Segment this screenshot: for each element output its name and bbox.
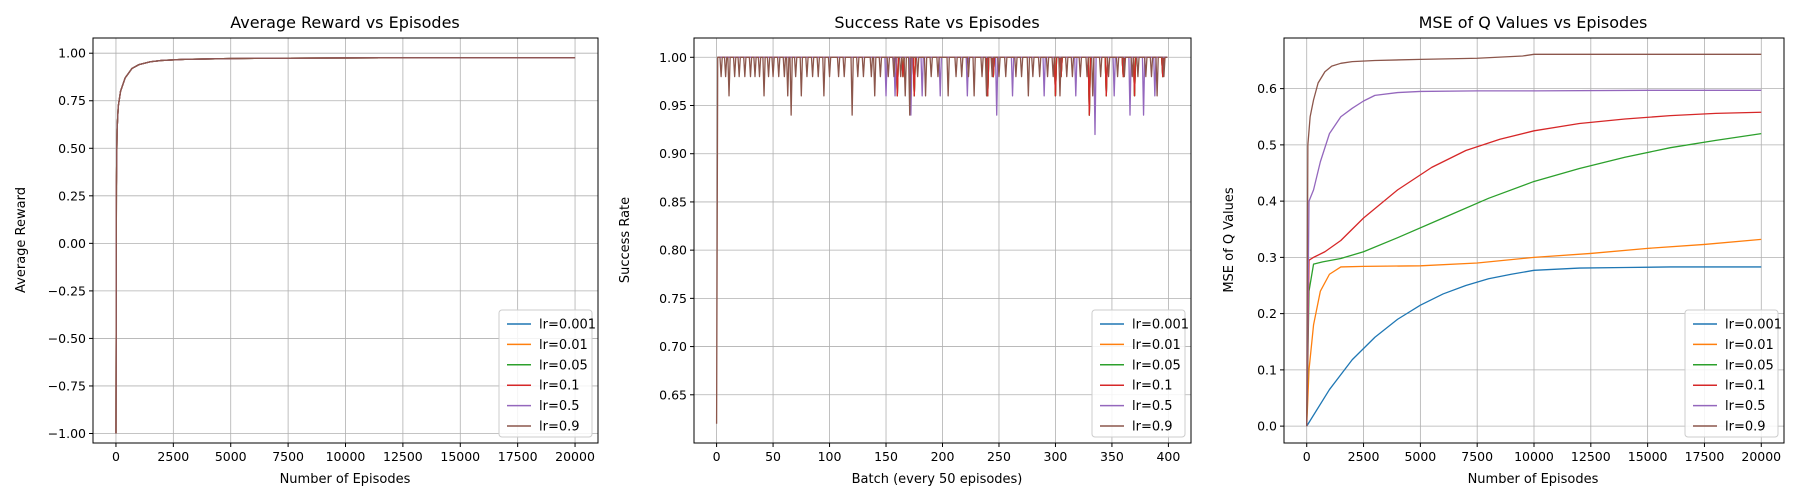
series-line-lr=0.05 — [1306, 132, 1762, 427]
x-tick-label: 12500 — [383, 449, 423, 464]
legend-entry-label: lr=0.001 — [1725, 318, 1782, 333]
x-tick-label: 400 — [1156, 449, 1180, 464]
y-tick-label: −0.75 — [48, 378, 86, 393]
y-tick-label: 0.75 — [659, 291, 687, 306]
legend-entry-label: lr=0.9 — [1725, 420, 1766, 435]
x-tick-label: 100 — [818, 449, 842, 464]
x-tick-label: 17500 — [498, 449, 538, 464]
x-tick-label: 2500 — [1348, 449, 1380, 464]
tick-labels: 0 50 100 150 200 250 300 350 400 0.65 0.70 0.75 0.80… — [659, 50, 1180, 464]
legend-entry-label: lr=0.5 — [1725, 399, 1766, 414]
x-tick-label: 20000 — [1741, 449, 1781, 464]
x-tick-label: 300 — [1044, 449, 1068, 464]
chart-panel-success: Success Rate vs Episodes 0 50 100 150 200 250… — [618, 13, 1192, 487]
legend-entry-label: lr=0.05 — [539, 358, 588, 373]
series-line-lr=0.01 — [1306, 238, 1762, 427]
chart-title: MSE of Q Values vs Episodes — [1419, 13, 1648, 32]
x-tick-label: 17500 — [1685, 449, 1725, 464]
legend-entry-label: lr=0.001 — [1132, 318, 1189, 333]
x-tick-label: 5000 — [215, 449, 247, 464]
y-axis-label: Success Rate — [618, 197, 633, 283]
x-tick-label: 50 — [765, 449, 781, 464]
x-tick-label: 7500 — [1461, 449, 1493, 464]
tick-labels: 0 2500 5000 7500 10000 12500 15000 17500 20000 0.… — [1257, 81, 1781, 464]
y-tick-label: 0.00 — [58, 236, 86, 251]
x-tick-label: 200 — [931, 449, 955, 464]
legend: lr=0.001 lr=0.01 lr=0.05 lr=0.1 lr=0.5 lr=0.9 — [498, 309, 596, 438]
series-line-lr=0.9 — [715, 56, 1168, 424]
x-axis-label: Number of Episodes — [1468, 472, 1599, 487]
y-tick-label: 0.50 — [58, 141, 86, 156]
chart-panel-reward: Average Reward vs Episodes 0 2500 5000 7500… — [14, 13, 599, 487]
y-tick-label: −0.50 — [48, 331, 86, 346]
legend-entry-label: lr=0.1 — [1132, 379, 1173, 394]
series-line-lr=0.5 — [1306, 89, 1762, 427]
y-tick-label: 0.85 — [659, 194, 687, 209]
series-lines — [115, 57, 576, 434]
legend-entry-label: lr=0.5 — [539, 399, 580, 414]
y-tick-label: −1.00 — [48, 426, 86, 441]
chart-title: Average Reward vs Episodes — [230, 13, 460, 32]
series-line-lr=0.001 — [1306, 266, 1762, 427]
y-tick-label: 0.4 — [1257, 194, 1277, 209]
y-axis-label: MSE of Q Values — [1222, 187, 1237, 293]
y-tick-label: 1.00 — [58, 46, 86, 61]
legend-entry-label: lr=0.05 — [1725, 358, 1774, 373]
x-tick-label: 350 — [1100, 449, 1124, 464]
x-tick-label: 15000 — [1628, 449, 1668, 464]
x-axis-label: Number of Episodes — [280, 472, 411, 487]
y-tick-label: 0.1 — [1257, 362, 1277, 377]
y-tick-label: 0.70 — [659, 339, 687, 354]
tick-labels: 0 2500 5000 7500 10000 12500 15000 17500 20000 −1… — [48, 46, 595, 464]
y-tick-label: 0.3 — [1257, 250, 1277, 265]
x-tick-label: 12500 — [1571, 449, 1611, 464]
y-tick-label: 0.75 — [58, 93, 86, 108]
y-axis-label: Average Reward — [14, 187, 29, 293]
y-tick-label: 0.90 — [659, 146, 687, 161]
x-tick-label: 10000 — [1514, 449, 1554, 464]
legend-entry-label: lr=0.1 — [1725, 379, 1766, 394]
series-line-lr=0.1 — [1306, 111, 1762, 427]
chart-title: Success Rate vs Episodes — [834, 13, 1039, 32]
x-tick-label: 0 — [112, 449, 120, 464]
y-tick-label: 0.80 — [659, 243, 687, 258]
legend: lr=0.001 lr=0.01 lr=0.05 lr=0.1 lr=0.5 lr=0.9 — [1684, 309, 1782, 438]
legend-entry-label: lr=0.001 — [539, 318, 596, 333]
x-tick-label: 150 — [874, 449, 898, 464]
y-tick-label: 0.5 — [1257, 137, 1277, 152]
legend-entry-label: lr=0.9 — [1132, 420, 1173, 435]
legend-entry-label: lr=0.5 — [1132, 399, 1173, 414]
series-lines — [715, 56, 1168, 424]
series-line-lr=0.9 — [115, 57, 576, 434]
x-tick-label: 5000 — [1404, 449, 1436, 464]
y-tick-label: 1.00 — [659, 50, 687, 65]
y-tick-label: 0.6 — [1257, 81, 1277, 96]
legend-entry-label: lr=0.01 — [539, 338, 588, 353]
x-tick-label: 2500 — [157, 449, 189, 464]
x-tick-label: 20000 — [555, 449, 595, 464]
y-tick-label: 0.0 — [1257, 419, 1277, 434]
x-tick-label: 0 — [1303, 449, 1311, 464]
x-tick-label: 0 — [713, 449, 721, 464]
legend: lr=0.001 lr=0.01 lr=0.05 lr=0.1 lr=0.5 lr=0.9 — [1091, 309, 1189, 438]
series-line-lr=0.9 — [1306, 53, 1762, 427]
legend-entry-label: lr=0.1 — [539, 379, 580, 394]
x-axis-label: Batch (every 50 episodes) — [852, 472, 1023, 487]
y-tick-label: 0.25 — [58, 188, 86, 203]
x-tick-label: 10000 — [326, 449, 366, 464]
chart-panel-mse: MSE of Q Values vs Episodes 0 2500 5000 750… — [1222, 13, 1785, 487]
legend-entry-label: lr=0.01 — [1132, 338, 1181, 353]
legend-entry-label: lr=0.05 — [1132, 358, 1181, 373]
y-tick-label: 0.65 — [659, 387, 687, 402]
legend-entry-label: lr=0.9 — [539, 420, 580, 435]
x-tick-label: 250 — [987, 449, 1011, 464]
series-lines — [1306, 53, 1762, 427]
x-tick-label: 7500 — [272, 449, 304, 464]
y-tick-label: 0.2 — [1257, 306, 1277, 321]
x-tick-label: 15000 — [440, 449, 480, 464]
y-tick-label: 0.95 — [659, 98, 687, 113]
legend-entry-label: lr=0.01 — [1725, 338, 1774, 353]
y-tick-label: −0.25 — [48, 283, 86, 298]
